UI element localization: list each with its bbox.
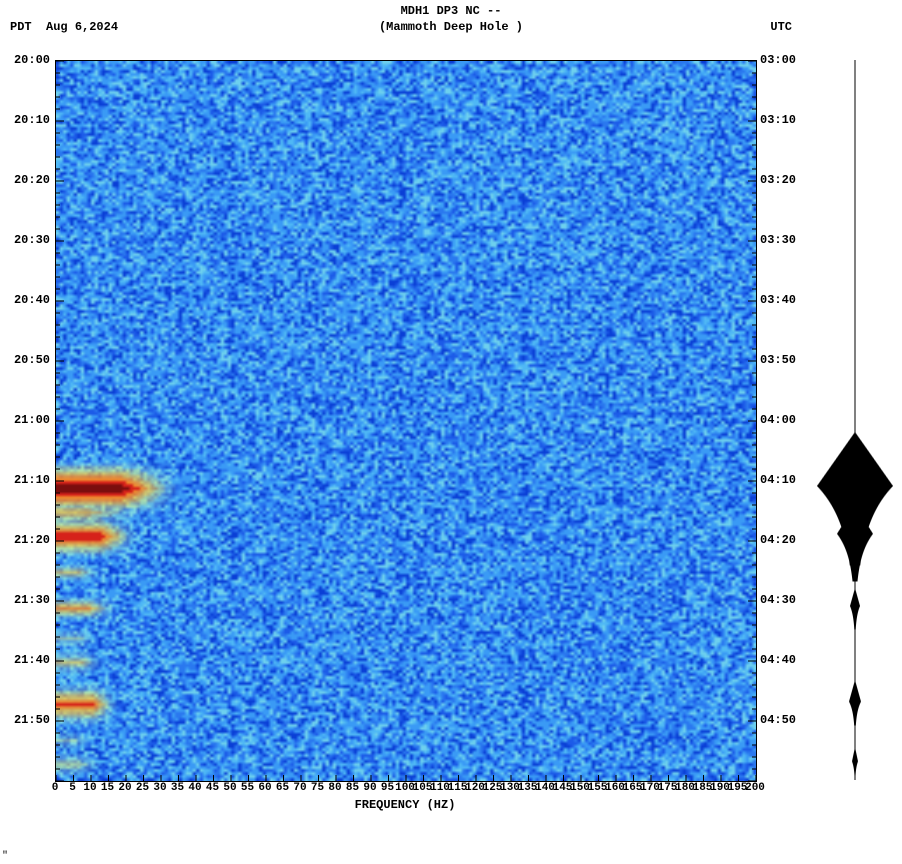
header-left: PDT Aug 6,2024 xyxy=(10,20,118,34)
x-tick-label: 10 xyxy=(83,782,96,794)
y-right-tick-label: 03:50 xyxy=(760,353,805,367)
y-left-tick-label: 20:30 xyxy=(0,233,50,247)
spectrogram-canvas xyxy=(56,61,756,781)
x-tick-label: 50 xyxy=(223,782,236,794)
x-tick-label: 200 xyxy=(745,782,765,794)
y-right-tick-label: 04:30 xyxy=(760,593,805,607)
y-left-tick-label: 21:30 xyxy=(0,593,50,607)
y-axis-left-labels: 20:0020:1020:2020:3020:4020:5021:0021:10… xyxy=(0,60,50,780)
tz-right-label: UTC xyxy=(770,20,792,34)
y-left-tick-label: 21:40 xyxy=(0,653,50,667)
x-tick-label: 40 xyxy=(188,782,201,794)
y-right-tick-label: 04:40 xyxy=(760,653,805,667)
x-tick-label: 5 xyxy=(69,782,76,794)
x-tick-label: 85 xyxy=(346,782,359,794)
y-left-tick-label: 21:10 xyxy=(0,473,50,487)
spectrogram-plot xyxy=(55,60,757,782)
x-tick-label: 25 xyxy=(136,782,149,794)
y-right-tick-label: 03:20 xyxy=(760,173,805,187)
x-tick-label: 55 xyxy=(241,782,254,794)
x-axis-title: FREQUENCY (HZ) xyxy=(55,798,755,812)
y-right-tick-label: 03:40 xyxy=(760,293,805,307)
seismogram-svg xyxy=(815,60,895,780)
y-left-tick-label: 21:50 xyxy=(0,713,50,727)
corner-mark: " xyxy=(2,851,8,862)
y-left-tick-label: 20:50 xyxy=(0,353,50,367)
x-tick-label: 70 xyxy=(293,782,306,794)
y-left-tick-label: 21:00 xyxy=(0,413,50,427)
x-tick-label: 30 xyxy=(153,782,166,794)
x-tick-label: 0 xyxy=(52,782,59,794)
x-tick-label: 95 xyxy=(381,782,394,794)
y-right-tick-label: 04:50 xyxy=(760,713,805,727)
y-right-tick-label: 04:00 xyxy=(760,413,805,427)
y-left-tick-label: 20:20 xyxy=(0,173,50,187)
x-tick-label: 90 xyxy=(363,782,376,794)
y-right-tick-label: 04:20 xyxy=(760,533,805,547)
x-tick-label: 20 xyxy=(118,782,131,794)
date-left: Aug 6,2024 xyxy=(46,20,118,34)
chart-subtitle: (Mammoth Deep Hole ) xyxy=(0,20,902,34)
x-tick-label: 65 xyxy=(276,782,289,794)
y-axis-right-labels: 03:0003:1003:2003:3003:4003:5004:0004:10… xyxy=(760,60,805,780)
tz-left-label: PDT xyxy=(10,20,32,34)
chart-title: MDH1 DP3 NC -- xyxy=(0,4,902,18)
y-right-tick-label: 03:30 xyxy=(760,233,805,247)
x-tick-label: 80 xyxy=(328,782,341,794)
x-tick-label: 35 xyxy=(171,782,184,794)
y-left-tick-label: 21:20 xyxy=(0,533,50,547)
y-left-tick-label: 20:40 xyxy=(0,293,50,307)
y-right-tick-label: 03:10 xyxy=(760,113,805,127)
x-tick-label: 15 xyxy=(101,782,114,794)
y-right-tick-label: 04:10 xyxy=(760,473,805,487)
x-tick-label: 60 xyxy=(258,782,271,794)
y-left-tick-label: 20:00 xyxy=(0,53,50,67)
y-right-tick-label: 03:00 xyxy=(760,53,805,67)
y-left-tick-label: 20:10 xyxy=(0,113,50,127)
seismogram-trace xyxy=(815,60,895,780)
x-tick-label: 75 xyxy=(311,782,324,794)
x-tick-label: 45 xyxy=(206,782,219,794)
